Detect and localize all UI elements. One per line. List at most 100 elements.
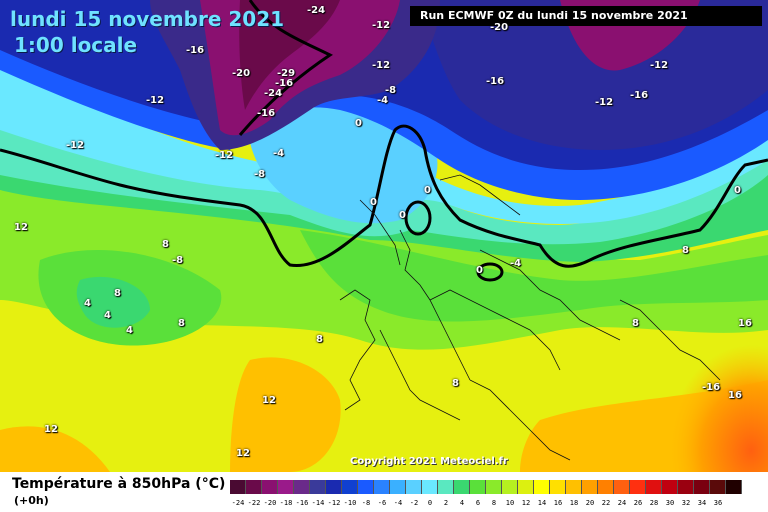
color-scale-label: -24 [231, 499, 245, 507]
map-field [0, 0, 768, 472]
isotherm-label: 8 [178, 318, 185, 329]
run-info: Run ECMWF 0Z du lundi 15 novembre 2021 [410, 6, 762, 26]
isotherm-label: 8 [316, 334, 323, 345]
isotherm-label: -16 [257, 108, 276, 119]
color-scale-label: -18 [279, 499, 293, 507]
color-scale-cell [566, 480, 582, 494]
color-scale-labels: -24 -22 -20 -18 -16 -14 -12 -10 -8 -6 -4 -2 0 2 4 6 8 10 1… [230, 499, 726, 507]
isotherm-label: -12 [595, 97, 614, 108]
color-scale-cell [438, 480, 454, 494]
color-scale-cell [710, 480, 726, 494]
lead-time: (+0h) [14, 494, 49, 507]
isotherm-label: -20 [490, 22, 509, 33]
isotherm-label: 4 [84, 298, 91, 309]
copyright: Copyright 2021 Meteociel.fr [350, 456, 508, 467]
color-scale-label: 0 [427, 499, 433, 507]
color-scale-cell [678, 480, 694, 494]
isotherm-label: -24 [264, 88, 283, 99]
color-scale-label: 2 [443, 499, 449, 507]
color-scale-label: -2 [409, 499, 419, 507]
isotherm-label: 16 [738, 318, 752, 329]
color-scale-cell [406, 480, 422, 494]
isotherm-label: 8 [632, 318, 639, 329]
isotherm-label: 8 [162, 239, 169, 250]
color-scale-cell [646, 480, 662, 494]
color-scale-label: 26 [633, 499, 643, 507]
isotherm-label: -8 [172, 255, 184, 266]
color-scale-label: -6 [377, 499, 387, 507]
color-scale-label: 4 [459, 499, 465, 507]
color-scale-cell [326, 480, 342, 494]
isotherm-label: -20 [232, 68, 251, 79]
isotherm-label: -12 [372, 20, 391, 31]
isotherm-label: -12 [650, 60, 669, 71]
isotherm-label: 12 [14, 222, 28, 233]
color-scale-label: 6 [475, 499, 481, 507]
color-scale-label: 16 [553, 499, 563, 507]
color-scale-cell [294, 480, 310, 494]
isotherm-label: -12 [66, 140, 85, 151]
isotherm-label: 8 [682, 245, 689, 256]
isotherm-label: 0 [355, 118, 362, 129]
color-scale-label: -22 [247, 499, 261, 507]
color-scale-cell [662, 480, 678, 494]
color-scale-cell [262, 480, 278, 494]
color-scale-label: -10 [343, 499, 357, 507]
color-scale-cell [518, 480, 534, 494]
color-scale-cell [358, 480, 374, 494]
color-scale-label: 10 [505, 499, 515, 507]
color-scale-label: 20 [585, 499, 595, 507]
color-scale-label: 32 [681, 499, 691, 507]
color-scale-cell [230, 480, 246, 494]
color-scale-cell [694, 480, 710, 494]
isotherm-label: 16 [728, 390, 742, 401]
color-scale-cell [310, 480, 326, 494]
isotherm-label: 0 [476, 265, 483, 276]
isotherm-label: 4 [104, 310, 111, 321]
isotherm-label: 12 [236, 448, 250, 459]
parameter-title: Température à 850hPa (°C) [12, 476, 226, 492]
color-scale-cell [374, 480, 390, 494]
isotherm-label: 4 [126, 325, 133, 336]
isotherm-label: -8 [254, 169, 266, 180]
isotherm-label: -16 [275, 78, 294, 89]
color-scale-label: -14 [311, 499, 325, 507]
color-scale-label: 28 [649, 499, 659, 507]
color-scale-label: 8 [491, 499, 497, 507]
color-scale-cell [534, 480, 550, 494]
color-scale-label: 34 [697, 499, 707, 507]
isotherm-label: -4 [273, 148, 285, 159]
color-scale-label: -20 [263, 499, 277, 507]
color-scale-cell [470, 480, 486, 494]
color-scale-cell [614, 480, 630, 494]
color-scale-label: -12 [327, 499, 341, 507]
color-scale-cell [342, 480, 358, 494]
isotherm-label: -16 [186, 45, 205, 56]
isotherm-label: -29 [277, 68, 296, 79]
color-scale-cell [550, 480, 566, 494]
color-scale-label: 30 [665, 499, 675, 507]
isotherm-label: -24 [307, 5, 326, 16]
color-scale-label: 36 [713, 499, 723, 507]
isotherm-label: -16 [630, 90, 649, 101]
isotherm-label: -16 [486, 76, 505, 87]
color-scale-label: 14 [537, 499, 547, 507]
temperature-map: lundi 15 novembre 2021 1:00 locale Run E… [0, 0, 768, 472]
color-scale-cell [422, 480, 438, 494]
color-scale-cell [502, 480, 518, 494]
isotherm-label: 12 [44, 424, 58, 435]
isotherm-label: -12 [372, 60, 391, 71]
color-scale-label: -4 [393, 499, 403, 507]
isotherm-label: -4 [377, 95, 389, 106]
isotherm-label: 0 [399, 210, 406, 221]
color-scale-label: 12 [521, 499, 531, 507]
color-scale-cell [598, 480, 614, 494]
isotherm-label: 8 [114, 288, 121, 299]
color-scale-cell [454, 480, 470, 494]
color-scale-cell [582, 480, 598, 494]
color-scale-label: 24 [617, 499, 627, 507]
color-scale-cell [278, 480, 294, 494]
color-scale-label: -8 [361, 499, 371, 507]
isotherm-label: 0 [370, 197, 377, 208]
color-scale-cell [246, 480, 262, 494]
